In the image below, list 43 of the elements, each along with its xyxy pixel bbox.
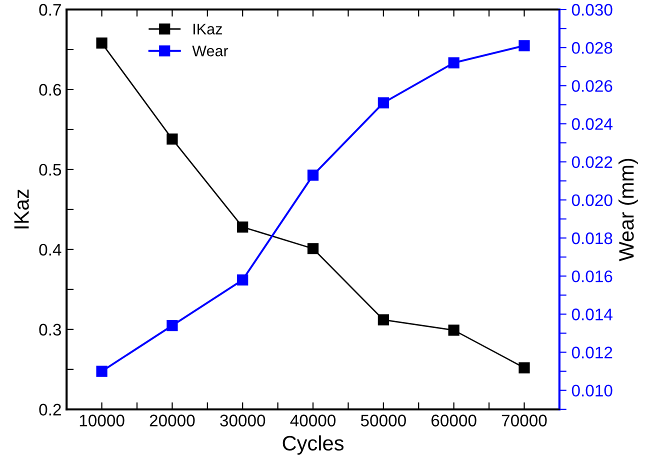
y2-tick-label: 0.024 bbox=[572, 118, 612, 130]
x-axis-title: Cycles bbox=[282, 435, 344, 455]
x-tick-label: 40000 bbox=[290, 414, 336, 426]
y2-tick-label: 0.020 bbox=[572, 194, 612, 206]
y2-tick-label: 0.026 bbox=[572, 80, 612, 92]
y2-tick-label: 0.014 bbox=[572, 308, 612, 320]
legend-label: Wear bbox=[192, 46, 228, 56]
y2-axis-title: Wear (mm) bbox=[618, 158, 638, 262]
point bbox=[237, 274, 248, 286]
y-tick-label: 0.4 bbox=[39, 244, 62, 256]
point bbox=[166, 134, 178, 145]
point bbox=[307, 170, 319, 181]
point bbox=[96, 38, 108, 49]
y2-tick-label: 0.022 bbox=[572, 156, 612, 168]
y-axis-title: IKaz bbox=[14, 190, 29, 228]
point bbox=[237, 221, 248, 233]
x-tick-label: 50000 bbox=[360, 414, 406, 426]
x-tick-label: 60000 bbox=[432, 414, 476, 426]
point bbox=[518, 362, 530, 374]
y2-tick-label: 0.016 bbox=[572, 270, 612, 282]
point bbox=[378, 314, 389, 326]
y-tick-label: 0.5 bbox=[39, 164, 62, 176]
y2-tick-label: 0.012 bbox=[572, 346, 612, 358]
y-tick-label: 0.3 bbox=[39, 324, 62, 336]
point bbox=[448, 57, 460, 68]
point bbox=[307, 243, 319, 254]
y-tick-label: 0.2 bbox=[39, 404, 61, 416]
x-tick-label: 20000 bbox=[150, 414, 195, 426]
y2-tick-label: 0.018 bbox=[572, 232, 612, 244]
y-tick-label: 0.7 bbox=[39, 4, 61, 16]
point bbox=[96, 366, 108, 377]
y2-tick-label: 0.030 bbox=[572, 4, 612, 16]
legend-label: IKaz bbox=[194, 24, 222, 34]
point bbox=[166, 320, 178, 332]
point bbox=[518, 40, 530, 52]
x-tick-label: 30000 bbox=[220, 414, 266, 426]
point bbox=[448, 324, 460, 336]
y-tick-label: 0.6 bbox=[39, 84, 62, 96]
x-tick-label: 10000 bbox=[80, 414, 124, 426]
y2-tick-label: 0.010 bbox=[572, 384, 612, 397]
x-tick-label: 70000 bbox=[502, 414, 547, 426]
y2-tick-label: 0.028 bbox=[572, 42, 612, 54]
point bbox=[378, 97, 389, 108]
